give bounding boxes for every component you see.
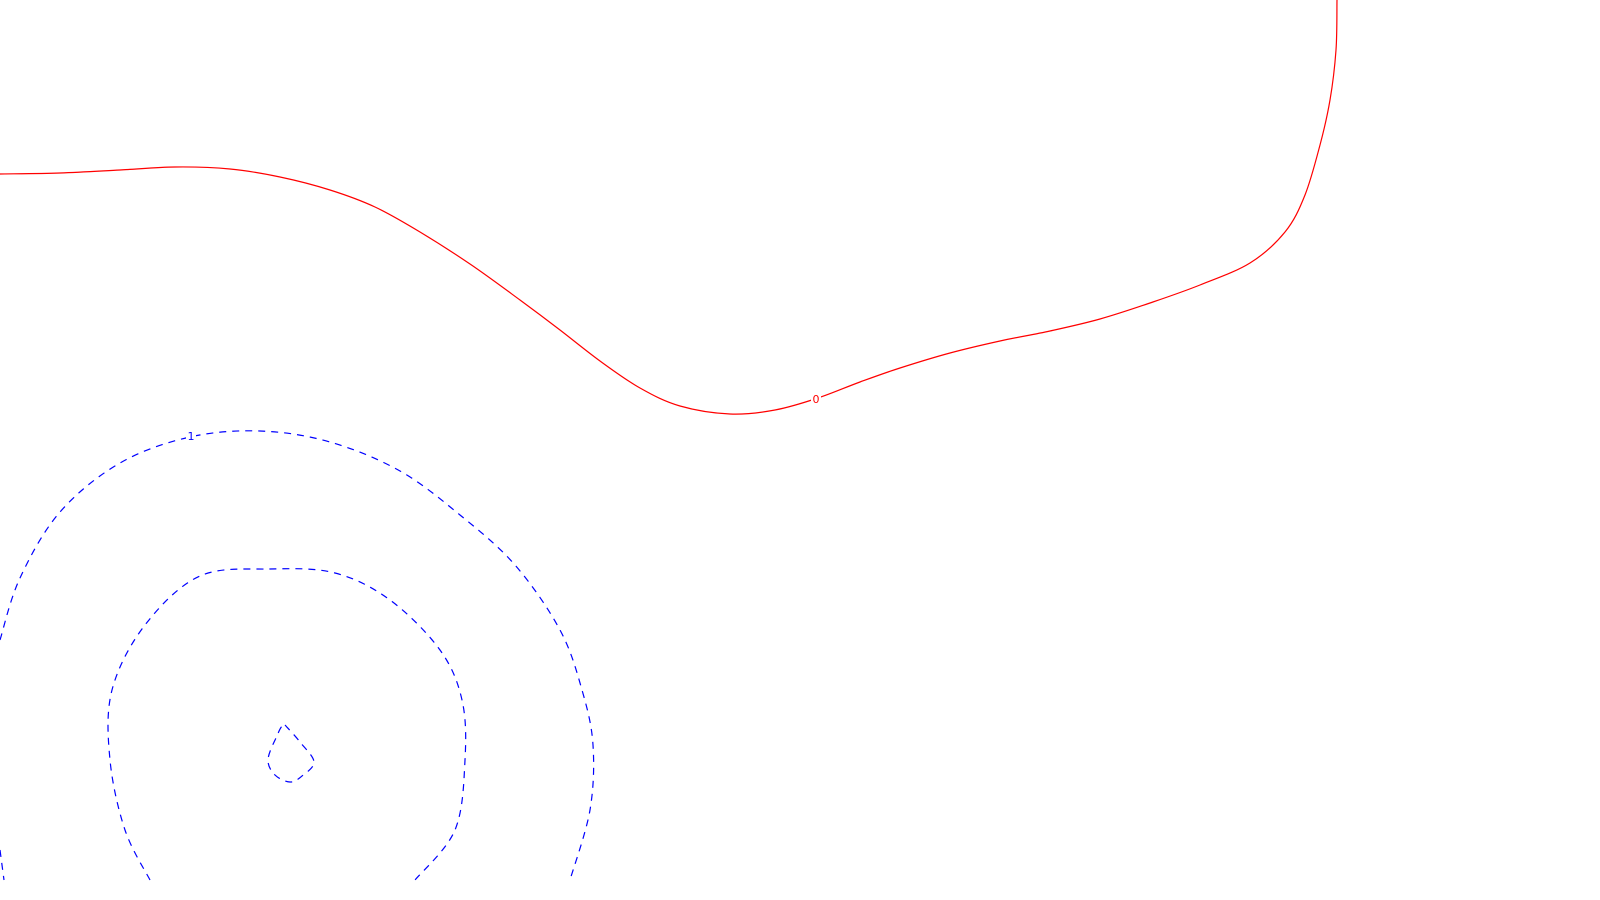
contour-line-level-2-2 [107,568,467,881]
contour-line-level-3-3 [267,724,315,783]
contour-lines [0,0,1338,881]
contour-label-background [811,394,821,405]
contour-label-background [186,431,196,442]
contour-labels: 01 [186,393,821,443]
contour-line-level-1-4 [0,849,5,881]
contour-line-level-1-1 [0,430,595,881]
contour-line-level-0-0 [0,0,1338,415]
contour-label-level-0: 0 [813,393,820,406]
contour-label-level-1: 1 [188,430,195,443]
